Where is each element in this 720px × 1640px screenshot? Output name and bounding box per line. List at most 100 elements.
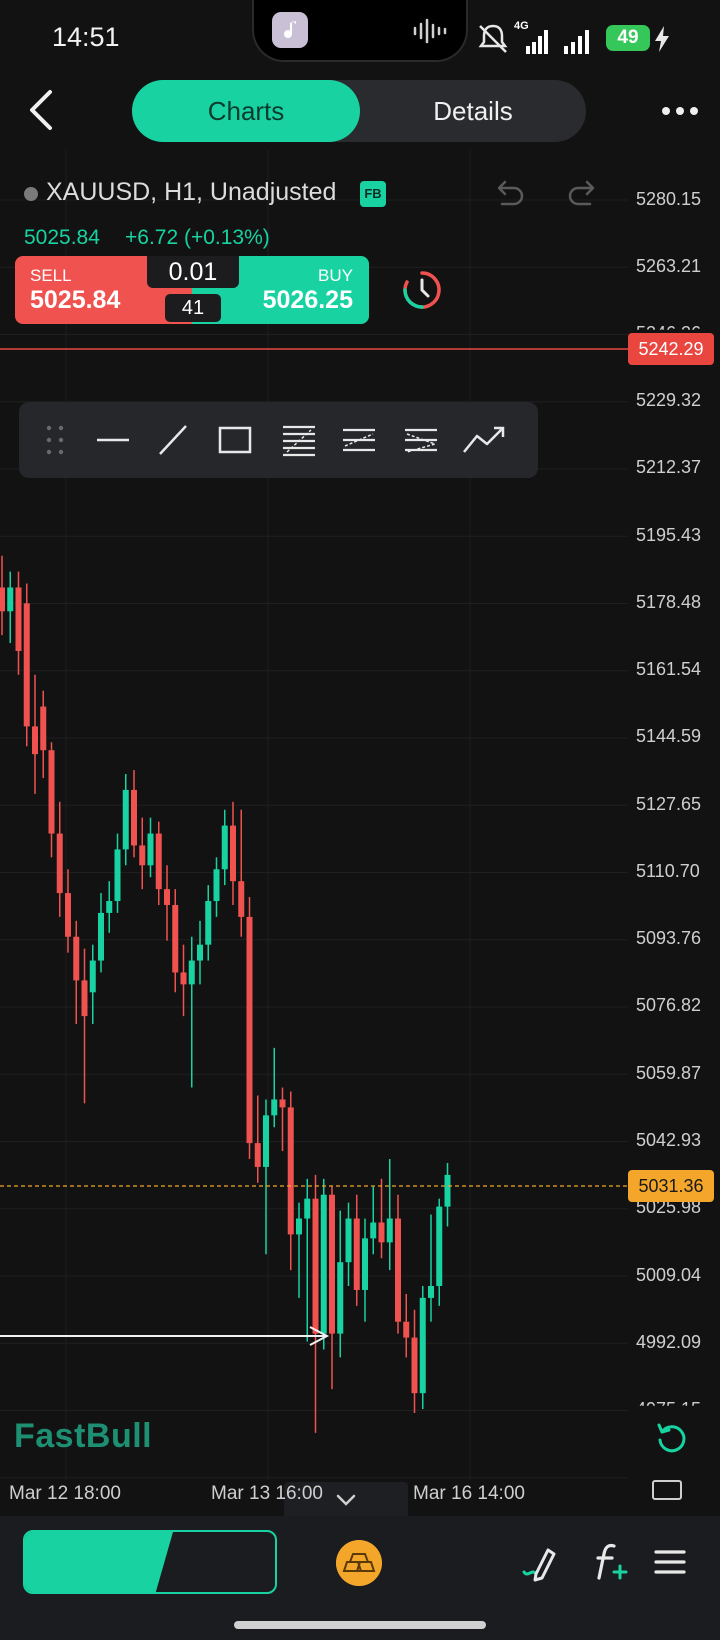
candle[interactable] — [370, 1186, 377, 1255]
home-indicator[interactable] — [234, 1621, 486, 1629]
price-axis-label: 5059.87 — [636, 1063, 702, 1083]
candle[interactable] — [106, 881, 113, 933]
collapse-handle[interactable] — [284, 1482, 408, 1516]
candle-body — [271, 1099, 278, 1116]
drag-handle-icon[interactable] — [41, 422, 69, 458]
candle[interactable] — [395, 1194, 401, 1334]
candle[interactable] — [221, 809, 228, 886]
menu-icon[interactable] — [654, 1548, 686, 1576]
tab-details[interactable]: Details — [433, 96, 513, 126]
candle[interactable] — [114, 833, 121, 913]
alert-price-tag[interactable]: 5242.29 — [628, 333, 714, 365]
indicators-icon[interactable] — [590, 1540, 630, 1584]
candle[interactable] — [329, 1186, 335, 1390]
lot-size-input[interactable]: 0.01 — [147, 256, 239, 288]
candle[interactable] — [32, 674, 38, 794]
candle[interactable] — [131, 770, 137, 858]
candle[interactable] — [312, 1174, 319, 1433]
price-axis-label: 5076.82 — [636, 995, 702, 1015]
candle[interactable] — [254, 1095, 261, 1183]
order-tab[interactable] — [157, 1532, 275, 1592]
tab-charts[interactable]: Charts — [132, 80, 360, 142]
candle[interactable] — [230, 801, 236, 905]
candle[interactable] — [180, 944, 187, 1017]
candle[interactable] — [296, 1202, 302, 1298]
candle[interactable] — [403, 1293, 410, 1358]
candle-body — [98, 912, 104, 961]
spread-value: 41 — [165, 294, 221, 322]
candle[interactable] — [172, 889, 179, 993]
candle[interactable] — [428, 1214, 434, 1322]
more-options-icon[interactable] — [660, 98, 700, 124]
candle[interactable] — [419, 1285, 426, 1410]
rectangle-icon[interactable] — [217, 424, 253, 456]
status-time: 14:51 — [52, 22, 120, 52]
trend-line-icon[interactable] — [157, 422, 189, 458]
gold-bars-icon[interactable] — [336, 1540, 382, 1586]
candle[interactable] — [304, 1178, 311, 1342]
candle[interactable] — [386, 1158, 393, 1271]
candle[interactable] — [246, 897, 253, 1159]
candle[interactable] — [353, 1194, 360, 1306]
candle[interactable] — [81, 948, 88, 1104]
candle[interactable] — [48, 742, 55, 858]
candle[interactable] — [213, 857, 220, 917]
candle[interactable] — [40, 690, 47, 778]
candle[interactable] — [89, 944, 96, 1025]
back-icon[interactable] — [20, 84, 64, 136]
candle[interactable] — [362, 1218, 368, 1322]
candle[interactable] — [7, 571, 14, 644]
polyline-icon[interactable] — [461, 422, 507, 458]
trade-tab[interactable] — [25, 1532, 173, 1592]
candle[interactable] — [155, 821, 162, 905]
draw-tools-icon[interactable] — [518, 1542, 560, 1582]
candle[interactable] — [65, 869, 71, 953]
countdown-timer-icon[interactable] — [400, 268, 444, 312]
candle[interactable] — [23, 583, 30, 747]
signal-icon — [526, 30, 548, 54]
candle[interactable] — [98, 893, 104, 973]
candle[interactable] — [337, 1210, 344, 1358]
candlestick-chart[interactable] — [0, 150, 720, 1515]
candle-body — [320, 1194, 327, 1334]
candle[interactable] — [205, 885, 212, 961]
candle[interactable] — [320, 1178, 327, 1350]
candle[interactable] — [378, 1178, 385, 1259]
candle[interactable] — [345, 1202, 352, 1286]
candle[interactable] — [15, 571, 22, 675]
candle[interactable] — [197, 920, 203, 985]
fibonacci-retracement-icon[interactable] — [281, 422, 317, 458]
fullscreen-icon[interactable] — [651, 1478, 683, 1502]
candle-body — [246, 916, 253, 1144]
reset-chart-icon[interactable] — [654, 1420, 690, 1456]
horizontal-line-icon[interactable] — [95, 424, 131, 456]
candle[interactable] — [139, 817, 146, 890]
candle[interactable] — [411, 1309, 418, 1413]
parallel-channel-icon[interactable] — [341, 422, 377, 458]
candle[interactable] — [122, 774, 129, 866]
candle[interactable] — [56, 801, 63, 917]
candle[interactable] — [271, 1047, 278, 1128]
market-status-dot — [24, 187, 38, 201]
candle-body — [197, 944, 203, 961]
candle[interactable] — [238, 809, 245, 937]
candle[interactable] — [263, 1099, 269, 1255]
redo-icon[interactable] — [566, 176, 602, 212]
candle[interactable] — [436, 1198, 443, 1306]
instrument-title[interactable]: XAUUSD, H1, Unadjusted — [46, 178, 337, 206]
candle[interactable] — [164, 865, 170, 941]
candle-body — [395, 1218, 401, 1322]
candle[interactable] — [279, 1087, 286, 1152]
arrow-drawing[interactable] — [0, 1326, 330, 1346]
candle-body — [32, 726, 38, 755]
price-axis-label: 5093.76 — [636, 928, 702, 948]
candle[interactable] — [287, 1091, 294, 1271]
candle[interactable] — [188, 936, 195, 1088]
candle[interactable] — [0, 555, 5, 636]
candle[interactable] — [147, 817, 154, 878]
undo-icon[interactable] — [490, 176, 526, 212]
candle[interactable] — [444, 1162, 451, 1227]
fibonacci-extension-icon[interactable] — [403, 422, 439, 458]
candle[interactable] — [73, 920, 80, 1025]
date-axis-label: Mar 13 16:00 — [211, 1483, 323, 1504]
